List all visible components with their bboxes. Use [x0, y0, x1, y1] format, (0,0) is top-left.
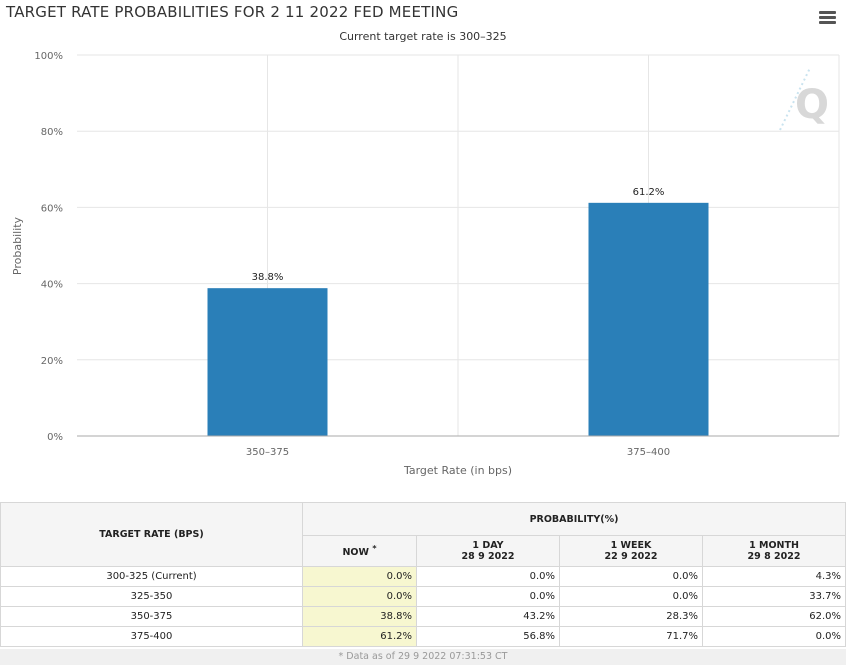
chart-title: TARGET RATE PROBABILITIES FOR 2 11 2022 … — [6, 3, 459, 21]
x-tick-label: 350–375 — [246, 447, 289, 458]
table-row: 375-400 61.2% 56.8% 71.7% 0.0% — [0, 626, 846, 647]
header-target-rate: TARGET RATE (BPS) — [0, 502, 303, 567]
cell-rate: 325-350 — [0, 586, 303, 607]
cell-now: 38.8% — [302, 606, 417, 627]
header-probability: PROBABILITY(%) — [302, 502, 846, 536]
cell-1-week: 71.7% — [559, 626, 703, 647]
cell-1-month: 62.0% — [702, 606, 846, 627]
cell-1-week: 0.0% — [559, 566, 703, 587]
bar-data-label: 38.8% — [252, 272, 284, 283]
bar[interactable] — [588, 202, 709, 436]
hamburger-menu-icon[interactable] — [819, 11, 836, 25]
bar[interactable] — [207, 288, 328, 436]
header-1-day: 1 DAY 28 9 2022 — [416, 535, 560, 567]
grid-lines — [77, 54, 840, 436]
cell-1-month: 0.0% — [702, 626, 846, 647]
cell-rate: 375-400 — [0, 626, 303, 647]
cell-1-day: 56.8% — [416, 626, 560, 647]
table-row: 325-350 0.0% 0.0% 0.0% 33.7% — [0, 586, 846, 607]
probability-table: TARGET RATE (BPS) PROBABILITY(%) NOW * 1… — [0, 502, 846, 647]
y-tick-label: 40% — [41, 280, 63, 291]
cell-1-month: 4.3% — [702, 566, 846, 587]
axes: 0% 20% 40% 60% 80% 100% 350–375 375–400 — [34, 51, 839, 458]
cell-now: 61.2% — [302, 626, 417, 647]
data-labels: 38.8% 61.2% — [252, 187, 665, 283]
cell-1-week: 28.3% — [559, 606, 703, 627]
x-tick-label: 375–400 — [627, 447, 670, 458]
cell-now: 0.0% — [302, 586, 417, 607]
bars — [207, 202, 709, 436]
y-tick-label: 100% — [34, 51, 63, 62]
cell-1-day: 43.2% — [416, 606, 560, 627]
header-1-week: 1 WEEK 22 9 2022 — [559, 535, 703, 567]
header-now: NOW * — [302, 535, 417, 567]
cell-rate: 300-325 (Current) — [0, 566, 303, 587]
cell-rate: 350-375 — [0, 606, 303, 627]
y-tick-label: 20% — [41, 356, 63, 367]
chart-subtitle: Current target rate is 300–325 — [339, 30, 507, 43]
table-row: 300-325 (Current) 0.0% 0.0% 0.0% 4.3% — [0, 566, 846, 587]
x-axis-label: Target Rate (in bps) — [403, 464, 512, 477]
cell-1-week: 0.0% — [559, 586, 703, 607]
header-1-month: 1 MONTH 29 8 2022 — [702, 535, 846, 567]
y-tick-label: 60% — [41, 203, 63, 214]
bar-data-label: 61.2% — [633, 187, 665, 198]
data-timestamp-footnote: * Data as of 29 9 2022 07:31:53 CT — [0, 649, 846, 665]
y-tick-label: 0% — [47, 432, 63, 443]
svg-text:Q: Q — [795, 82, 829, 128]
y-axis-label: Probability — [11, 216, 24, 275]
table-row: 350-375 38.8% 43.2% 28.3% 62.0% — [0, 606, 846, 627]
y-tick-label: 80% — [41, 127, 63, 138]
bar-chart: Q 38.8% 61.2% 0% 20% 40% 60% 80% 100% 350–375 37… — [11, 51, 840, 477]
quikstrike-logo-icon: Q — [779, 67, 829, 131]
cell-1-day: 0.0% — [416, 566, 560, 587]
cell-now: 0.0% — [302, 566, 417, 587]
cell-1-day: 0.0% — [416, 586, 560, 607]
cell-1-month: 33.7% — [702, 586, 846, 607]
